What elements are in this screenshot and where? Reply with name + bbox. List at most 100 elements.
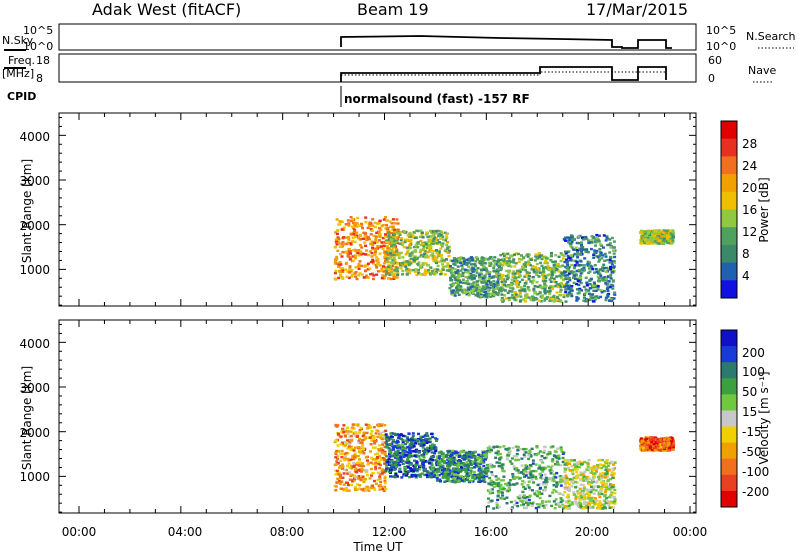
velocity-cell	[528, 494, 532, 497]
velocity-cell	[490, 488, 494, 491]
power-cell	[468, 258, 472, 261]
freq-tick-high: 18	[36, 54, 50, 67]
power-cell	[502, 262, 506, 265]
velocity-cell	[658, 449, 661, 452]
power-cell	[364, 244, 368, 247]
velocity-cell	[581, 491, 585, 495]
velocity-cell	[555, 481, 559, 484]
velocity-cell	[410, 475, 414, 478]
velocity-cell	[600, 492, 604, 496]
velocity-cell	[427, 450, 431, 453]
power-cell	[489, 295, 493, 298]
power-cell	[396, 222, 400, 225]
velocity-cell	[351, 480, 355, 483]
power-cell	[565, 262, 569, 265]
velocity-cell	[504, 448, 508, 451]
velocity-cell	[580, 463, 583, 466]
velocity-cell	[464, 470, 468, 473]
velocity-cell	[669, 448, 673, 451]
power-cell	[599, 243, 602, 246]
velocity-cell	[608, 506, 612, 509]
power-cell	[535, 272, 539, 275]
power-cell	[605, 287, 609, 290]
power-cell	[381, 236, 385, 240]
velocity-cell	[603, 499, 607, 502]
power-cell	[610, 299, 614, 303]
power-cell	[567, 276, 571, 280]
power-cell	[449, 265, 452, 268]
velocity-cell	[607, 496, 611, 499]
power-cell	[528, 263, 532, 267]
velocity-cell	[471, 476, 475, 479]
velocity-cell	[408, 475, 411, 479]
power-cell	[409, 238, 413, 242]
velocity-cell	[422, 464, 426, 468]
power-cell	[390, 241, 394, 244]
power-cell	[373, 251, 377, 254]
velocity-cell	[574, 497, 578, 500]
velocity-cell	[456, 474, 460, 477]
velocity-cell	[511, 483, 515, 486]
power-cell	[559, 274, 562, 277]
power-cell	[464, 281, 468, 285]
velocity-cell	[610, 492, 614, 496]
velocity-cell	[489, 463, 493, 466]
velocity-cell	[391, 475, 395, 478]
power-cell	[579, 247, 583, 251]
velocity-cell	[507, 481, 511, 485]
power-cell	[489, 292, 493, 295]
power-cell	[439, 233, 443, 237]
power-cell	[661, 242, 665, 245]
power-cell	[653, 237, 657, 241]
nave-trace	[341, 71, 666, 76]
velocity-cell	[337, 479, 341, 483]
power-cell	[475, 256, 478, 259]
power-cell	[575, 299, 579, 302]
power-cell	[397, 251, 401, 255]
cpid-text: normalsound (fast) -157 RF	[344, 92, 530, 106]
power-cell	[342, 236, 346, 239]
power-cell	[406, 238, 410, 241]
power-cell	[387, 238, 391, 241]
velocity-cell	[515, 482, 519, 485]
velocity-cell	[543, 456, 547, 460]
velocity-cell	[378, 466, 382, 470]
power-cell	[531, 266, 535, 269]
power-cell	[536, 293, 540, 296]
power-cell	[651, 240, 655, 244]
power-cell	[386, 241, 390, 244]
power-cell	[501, 252, 505, 256]
velocity-cell	[603, 495, 607, 498]
power-cell	[429, 238, 433, 241]
power-cell	[462, 288, 466, 291]
velocity-cell	[381, 449, 385, 452]
velocity-cell	[405, 474, 408, 477]
velocity-cell	[597, 504, 601, 507]
power-cell	[423, 249, 427, 253]
power-cell	[516, 281, 519, 284]
velocity-cell	[411, 454, 415, 457]
velocity-cell	[425, 473, 429, 477]
power-cell	[340, 267, 344, 270]
velocity-cell	[587, 493, 591, 497]
velocity-cell	[484, 472, 488, 475]
velocity-cell	[550, 504, 554, 508]
velocity-cell	[524, 451, 528, 454]
power-cell	[486, 288, 490, 291]
velocity-cell	[401, 439, 405, 442]
velocity-cell	[395, 446, 399, 450]
velocity-cell	[396, 449, 400, 452]
power-cell	[347, 276, 351, 280]
power-cell	[382, 277, 386, 280]
power-cell	[589, 247, 593, 251]
velocity-cell	[394, 463, 397, 467]
velocity-cell	[527, 457, 531, 461]
power-cell	[389, 264, 393, 268]
power-cell	[495, 268, 499, 271]
velocity-cell	[586, 465, 590, 468]
power-cell	[559, 282, 563, 285]
power-cell	[371, 246, 374, 249]
velocity-cell	[355, 461, 359, 464]
power-cell	[450, 279, 454, 282]
velocity-cell	[370, 429, 374, 433]
